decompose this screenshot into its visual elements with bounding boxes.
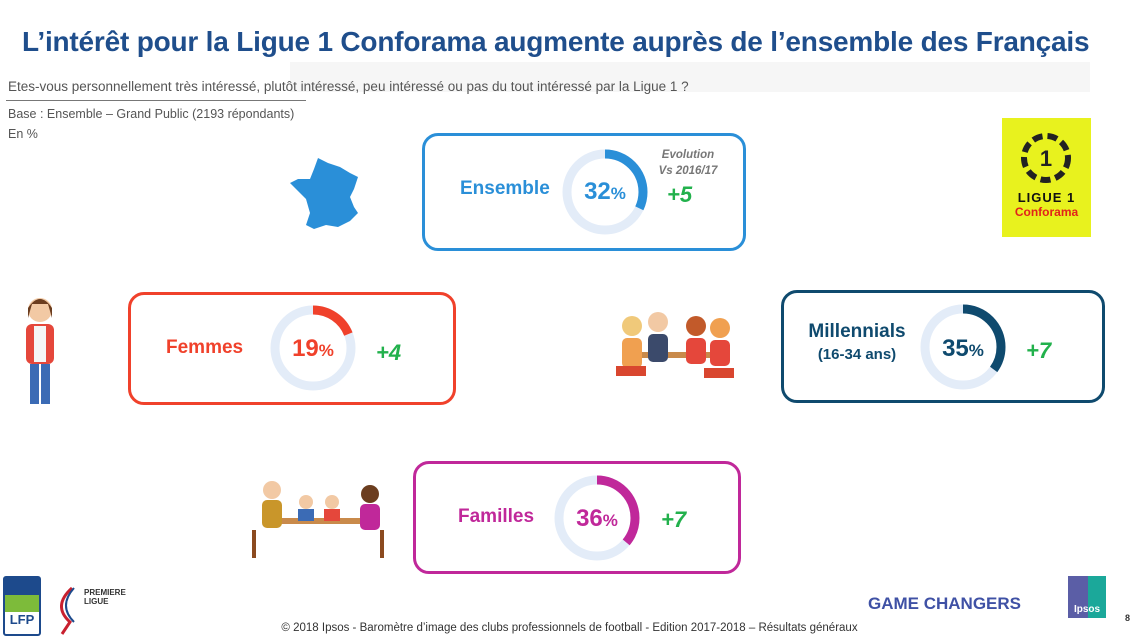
ipsos-logo: Ipsos <box>1068 576 1106 618</box>
gauge-fill <box>920 304 1006 390</box>
lfp-text: LFP <box>9 612 35 627</box>
segment-label: Femmes <box>166 337 244 358</box>
ligue1-emblem-icon: 1 <box>1021 133 1071 183</box>
france-map-icon <box>290 158 358 229</box>
segment-label: Ensemble <box>460 178 550 199</box>
game-changers-tagline: GAME CHANGERS <box>868 594 1022 613</box>
evolution-value: +4 <box>376 340 402 365</box>
segment-value: 19% <box>292 335 334 362</box>
woman-icon <box>26 298 54 404</box>
segment-sublabel: (16-34 ans) <box>817 346 897 363</box>
lfp-logo: LFP <box>3 576 41 636</box>
evolution-value: +5 <box>667 182 693 207</box>
card-femmes <box>128 292 456 405</box>
segment-value: 32% <box>584 178 626 205</box>
segment-label: Millennials <box>808 321 906 342</box>
divider <box>6 100 306 101</box>
donut-gauge-millennials <box>920 304 1006 390</box>
gauge-fill <box>270 305 356 391</box>
segment-value: 35% <box>942 335 984 362</box>
card-ensemble <box>422 133 746 251</box>
conforama-text: Conforama <box>1014 205 1079 219</box>
segment-value: 36% <box>576 505 618 532</box>
page-title: L’intérêt pour la Ligue 1 Conforama augm… <box>22 26 1090 57</box>
gauge-fill <box>554 475 640 561</box>
footer-copyright: © 2018 Ipsos - Baromètre d’image des clu… <box>281 622 858 634</box>
base-note: Base : Ensemble – Grand Public (2193 rép… <box>8 107 295 121</box>
ligue1-conforama-logo: 1 LIGUE 1 Conforama <box>1002 118 1091 237</box>
premiere-ligue-logo: PREMIERE LIGUE <box>52 586 132 636</box>
svg-text:1: 1 <box>1040 146 1052 171</box>
unit-note: En % <box>8 127 38 141</box>
gauge-fill <box>562 149 648 235</box>
page-number: 8 <box>1125 613 1131 623</box>
premiere-ligue-emblem-icon <box>60 586 75 635</box>
ipsos-text: Ipsos <box>1073 604 1101 615</box>
family-table-icon <box>252 481 384 558</box>
donut-gauge-familles <box>554 475 640 561</box>
evolution-header: Evolution Vs 2016/17 <box>658 149 718 177</box>
evolution-value: +7 <box>661 507 687 532</box>
young-people-group-icon <box>616 312 734 378</box>
survey-question: Etes-vous personnellement très intéressé… <box>8 79 689 94</box>
question-band <box>290 62 1090 92</box>
evolution-value: +7 <box>1026 338 1052 363</box>
premiere-ligue-text: PREMIERE LIGUE <box>84 588 126 606</box>
donut-gauge-femmes <box>270 305 356 391</box>
ligue1-text: LIGUE 1 <box>1017 190 1076 205</box>
donut-gauge-ensemble <box>562 149 648 235</box>
segment-label: Familles <box>458 506 535 527</box>
